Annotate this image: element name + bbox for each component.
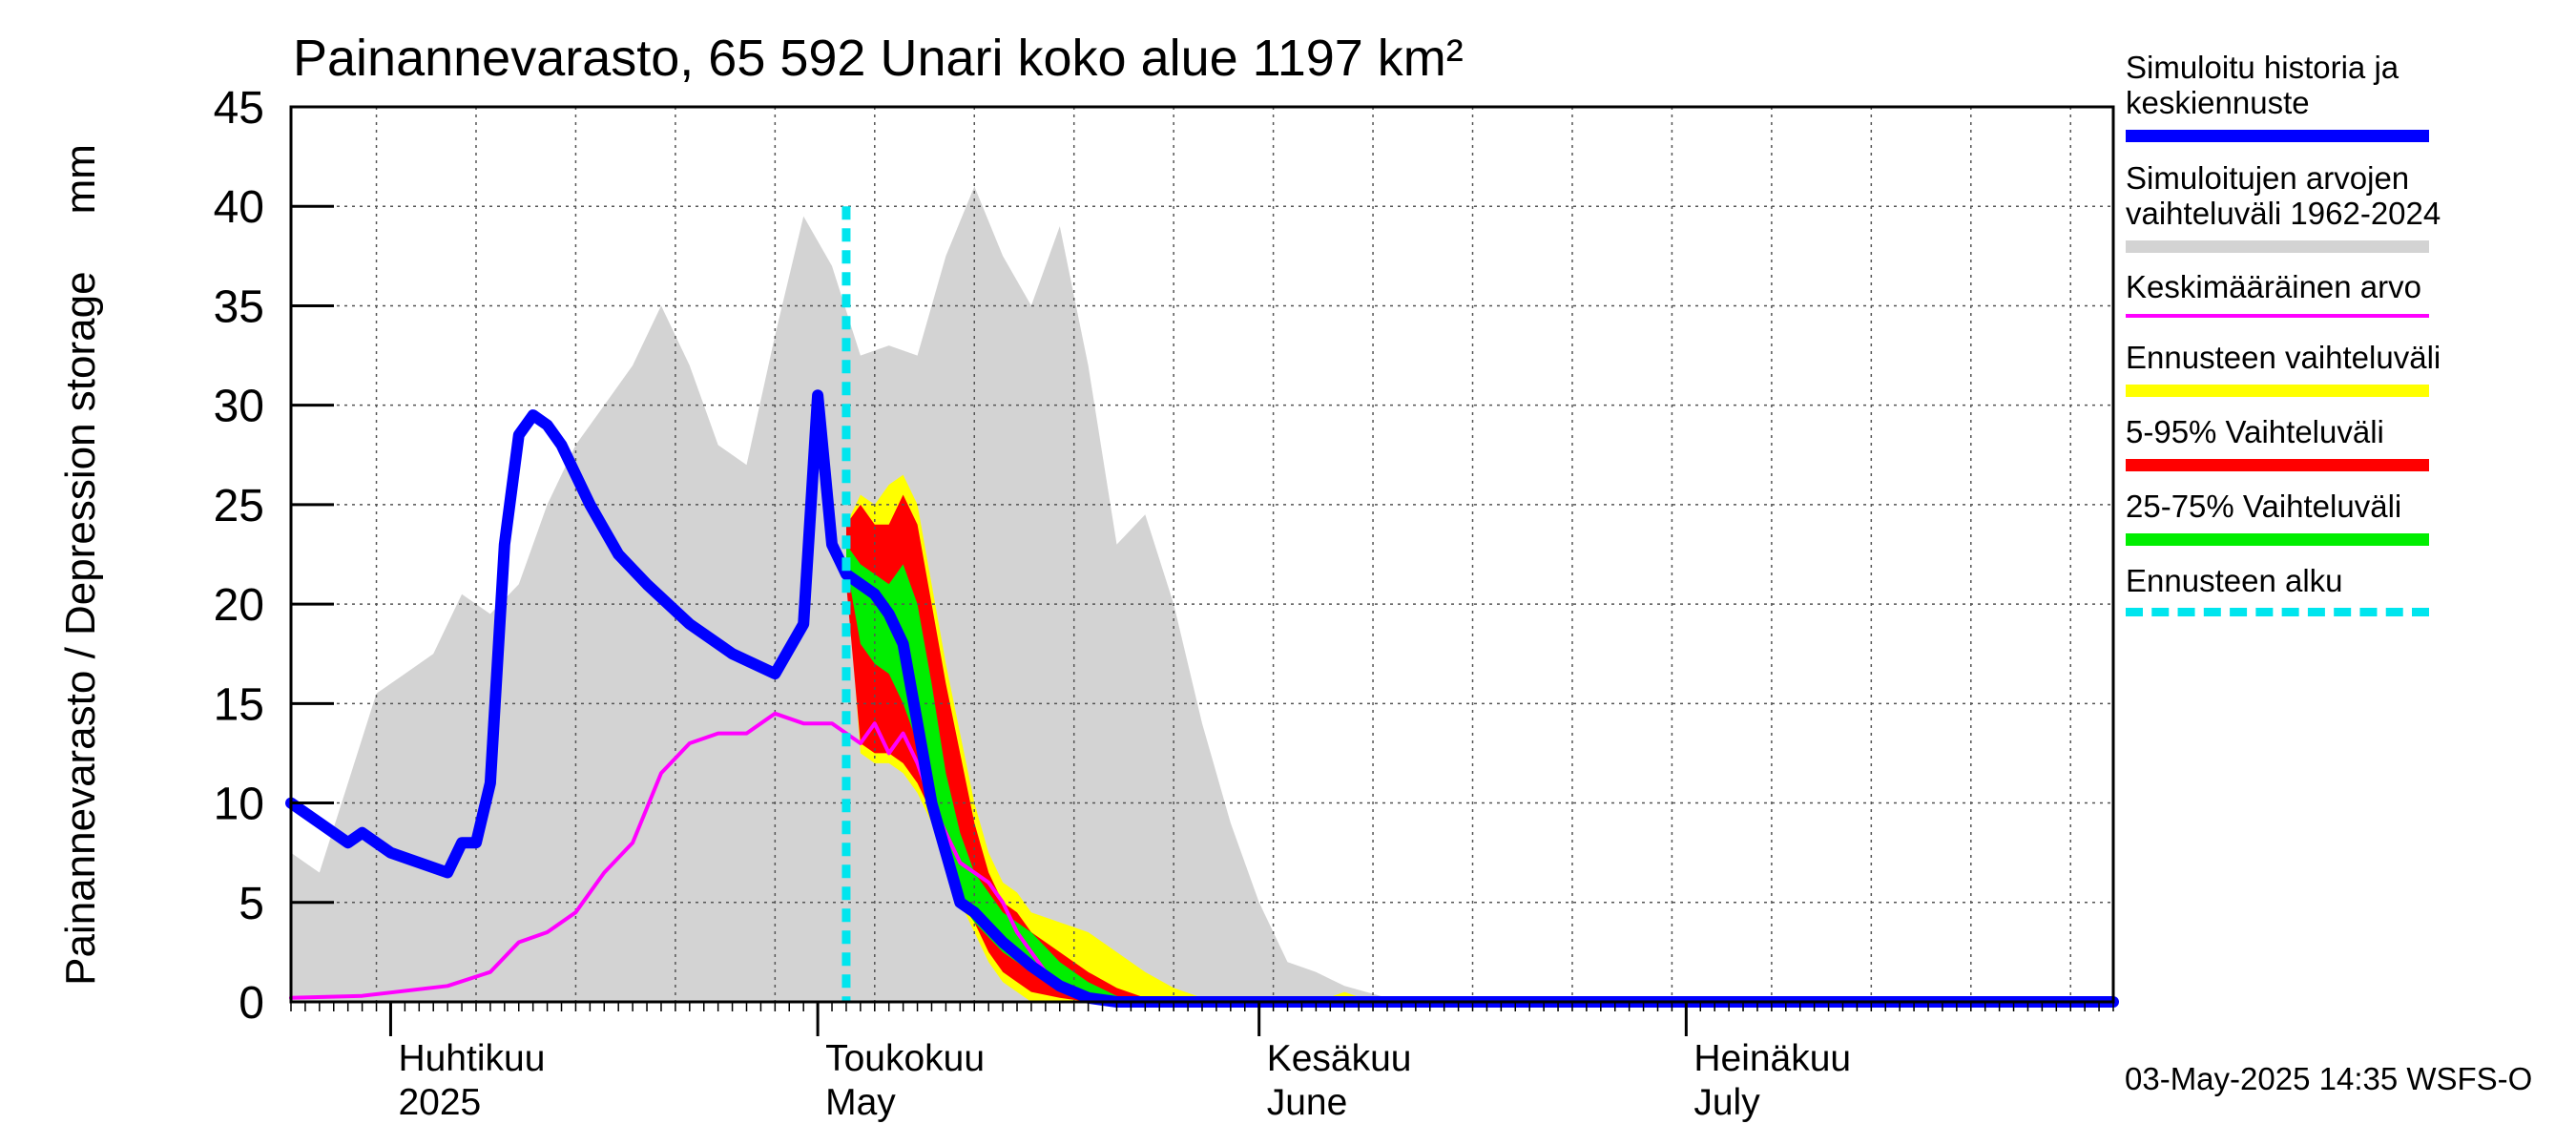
band-series — [291, 186, 2113, 1003]
timestamp-footer: 03-May-2025 14:35 WSFS-O — [2125, 1061, 2533, 1096]
legend-item-forecast_start: Ennusteen alku — [2126, 563, 2526, 616]
y-tick-label-35: 35 — [214, 281, 264, 332]
month-label-0: Huhtikuu — [398, 1038, 545, 1079]
y-tick-label-40: 40 — [214, 182, 264, 233]
legend-swatch-forecast_range — [2126, 385, 2429, 397]
month-sublabel-2: June — [1267, 1082, 1348, 1123]
history-forecast-line — [285, 389, 2119, 1008]
y-axis-label-text: Painannevarasto / Depression storage — [57, 271, 104, 986]
y-tick-label-30: 30 — [214, 382, 264, 432]
legend-item-history: Simuloitu historia ja keskiennuste — [2126, 50, 2526, 142]
legend-swatch-forecast_start — [2126, 608, 2429, 616]
chart-title: Painannevarasto, 65 592 Unari koko alue … — [293, 30, 1464, 87]
tick-labels: 051015202530354045Huhtikuu2025ToukokuuMa… — [214, 83, 1852, 1123]
legend-swatch-p25_75 — [2126, 533, 2429, 546]
legend-label: Simuloitu historia ja keskiennuste — [2126, 50, 2399, 120]
line-series — [285, 206, 2119, 1008]
month-sublabel-1: May — [825, 1082, 896, 1123]
y-axis-label: Painannevarasto / Depression storage mm — [57, 144, 105, 986]
y-tick-label-15: 15 — [214, 679, 264, 730]
legend-swatch-mean — [2126, 314, 2429, 318]
legend-item-mean: Keskimääräinen arvo — [2126, 269, 2526, 318]
month-sublabel-3: July — [1693, 1082, 1760, 1123]
mean-line — [289, 711, 2115, 1004]
y-tick-label-5: 5 — [239, 879, 264, 929]
legend-item-forecast_range: Ennusteen vaihteluväli — [2126, 340, 2526, 397]
month-label-3: Heinäkuu — [1693, 1038, 1851, 1079]
legend-swatch-range — [2126, 240, 2429, 253]
legend-label: Ennusteen alku — [2126, 563, 2343, 598]
month-label-1: Toukokuu — [825, 1038, 985, 1079]
axes — [289, 105, 2115, 1036]
legend-label: Simuloitujen arvojen vaihteluväli 1962-2… — [2126, 160, 2441, 231]
y-tick-label-45: 45 — [214, 83, 264, 134]
y-tick-label-25: 25 — [214, 481, 264, 531]
legend-label: Ennusteen vaihteluväli — [2126, 340, 2441, 375]
legend-swatch-p5_95 — [2126, 459, 2429, 471]
y-tick-label-0: 0 — [239, 978, 264, 1029]
month-sublabel-0: 2025 — [398, 1082, 481, 1123]
legend-label: 5-95% Vaihteluväli — [2126, 414, 2384, 449]
legend-label: Keskimääräinen arvo — [2126, 269, 2421, 304]
y-tick-label-20: 20 — [214, 580, 264, 631]
legend-swatch-history — [2126, 130, 2429, 142]
y-tick-label-10: 10 — [214, 780, 264, 830]
legend-item-p25_75: 25-75% Vaihteluväli — [2126, 489, 2526, 546]
month-label-2: Kesäkuu — [1267, 1038, 1412, 1079]
legend-item-p5_95: 5-95% Vaihteluväli — [2126, 414, 2526, 471]
y-axis-unit: mm — [57, 144, 104, 215]
legend-label: 25-75% Vaihteluväli — [2126, 489, 2402, 524]
band-0 — [291, 186, 2113, 1002]
legend-item-range: Simuloitujen arvojen vaihteluväli 1962-2… — [2126, 160, 2526, 253]
